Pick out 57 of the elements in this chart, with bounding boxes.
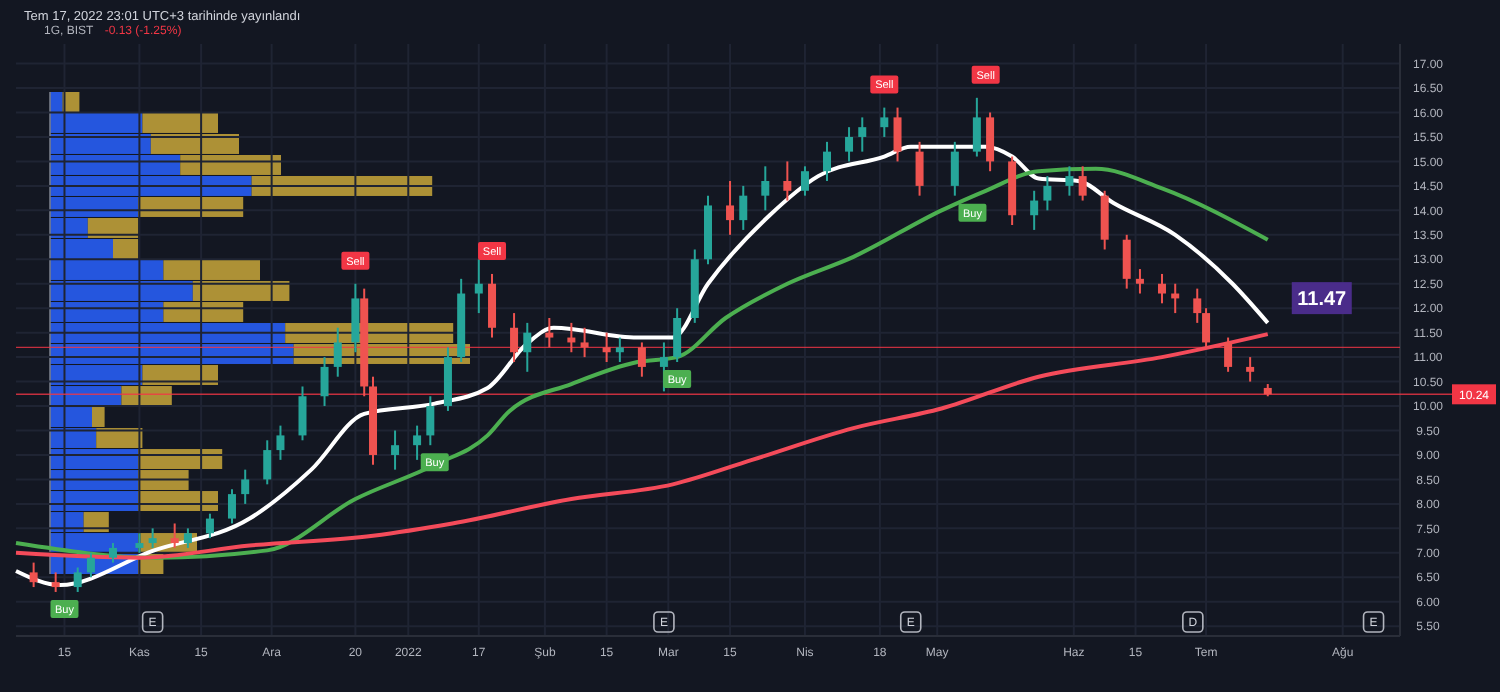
candlestick bbox=[726, 179, 735, 236]
candlestick bbox=[545, 316, 554, 349]
candlestick bbox=[1100, 189, 1109, 251]
candlestick bbox=[1030, 189, 1039, 231]
candlestick bbox=[351, 282, 360, 354]
candlestick bbox=[950, 140, 959, 197]
candlestick bbox=[893, 106, 902, 163]
candlestick bbox=[1043, 175, 1052, 212]
candlestick bbox=[659, 341, 668, 393]
candlestick bbox=[986, 111, 995, 173]
candlestick bbox=[183, 527, 192, 549]
candlestick bbox=[1065, 165, 1074, 197]
annotation: 11.47 bbox=[1297, 289, 1348, 312]
candlestick bbox=[135, 532, 144, 554]
candlestick bbox=[298, 385, 307, 442]
candlestick bbox=[761, 165, 770, 212]
candlestick bbox=[972, 96, 981, 158]
candlestick bbox=[263, 439, 272, 486]
candlestick bbox=[580, 326, 589, 359]
candlestick bbox=[523, 321, 532, 373]
candlestick bbox=[205, 512, 214, 540]
candlestick bbox=[615, 336, 624, 364]
candlestick bbox=[915, 140, 924, 197]
candlestick bbox=[800, 165, 809, 197]
candlestick bbox=[602, 331, 611, 364]
candlestick bbox=[391, 429, 400, 471]
candlestick bbox=[488, 272, 497, 339]
candlestick bbox=[1122, 233, 1131, 290]
candlestick bbox=[51, 571, 60, 593]
candlestick bbox=[170, 522, 179, 549]
candlestick bbox=[474, 258, 483, 315]
candlestick bbox=[29, 561, 38, 589]
candlestick bbox=[333, 326, 342, 378]
candlestick bbox=[1157, 272, 1166, 305]
candlestick bbox=[880, 106, 889, 138]
candlestick bbox=[108, 542, 117, 564]
candlestick bbox=[783, 160, 792, 202]
candlestick bbox=[845, 126, 854, 163]
candlestick bbox=[320, 356, 329, 408]
candlestick bbox=[73, 566, 82, 593]
candlestick bbox=[413, 424, 422, 461]
candlestick bbox=[1135, 268, 1144, 295]
candlestick bbox=[739, 184, 748, 231]
candlestick bbox=[858, 116, 867, 153]
candlestick bbox=[510, 312, 519, 364]
candlestick bbox=[637, 341, 646, 378]
candlestick bbox=[276, 424, 285, 461]
candlestick bbox=[148, 527, 157, 549]
candlestick bbox=[1078, 165, 1087, 202]
candlestick bbox=[227, 488, 236, 525]
candlestick bbox=[86, 551, 95, 579]
candlestick bbox=[426, 395, 435, 447]
candlestick bbox=[823, 140, 832, 182]
candlestick bbox=[1193, 287, 1202, 324]
candlestick bbox=[241, 468, 250, 505]
candlestick bbox=[1246, 356, 1255, 383]
candlestick bbox=[673, 307, 682, 364]
